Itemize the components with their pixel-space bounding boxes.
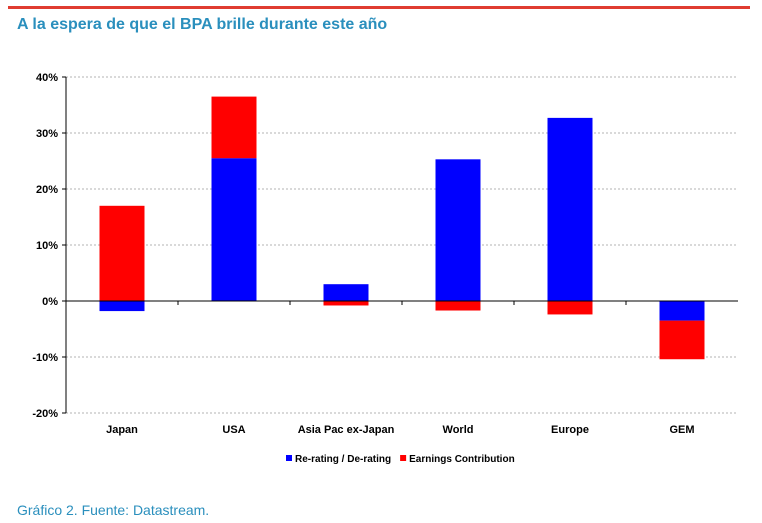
gridlines — [66, 76, 738, 414]
bar-earnings-contribution-3 — [435, 301, 481, 311]
x-tick-label: Japan — [106, 424, 138, 436]
bar-re-rating-de-rating-0 — [99, 301, 145, 312]
bar-earnings-contribution-1 — [211, 96, 257, 159]
bar-re-rating-de-rating-1 — [211, 158, 257, 301]
y-tick-label: 0% — [42, 296, 58, 308]
y-tick-label: 30% — [36, 128, 58, 140]
page-title: A la espera de que el BPA brille durante… — [17, 16, 388, 33]
x-tick-label: Asia Pac ex-Japan — [298, 424, 395, 436]
axes: -20% -10% 0% 10% 20% 30% 40% Japan USA Asia Pac e… — [32, 72, 738, 436]
x-tick-label: Europe — [551, 424, 589, 436]
y-tick-label: -10% — [32, 352, 58, 364]
bar-earnings-contribution-2 — [323, 301, 369, 306]
legend: Re-rating / De-rating Earnings Contributi… — [286, 454, 515, 465]
top-accent-rule — [8, 6, 750, 9]
y-tick-label: 40% — [36, 72, 58, 84]
y-tick-label: 10% — [36, 240, 58, 252]
legend-label: Earnings Contribution — [409, 454, 515, 465]
legend-swatch — [286, 455, 292, 461]
bar-re-rating-de-rating-4 — [547, 117, 593, 301]
bar-earnings-contribution-0 — [99, 205, 145, 301]
legend-swatch — [400, 455, 407, 461]
bars — [99, 96, 705, 360]
bar-re-rating-de-rating-5 — [659, 301, 705, 321]
y-tick-label: -20% — [32, 408, 58, 420]
legend-label: Re-rating / De-rating — [295, 454, 391, 465]
x-tick-label: GEM — [669, 424, 694, 436]
bar-earnings-contribution-4 — [547, 301, 593, 315]
x-tick-label: USA — [222, 424, 245, 436]
y-tick-label: 20% — [36, 184, 58, 196]
bar-re-rating-de-rating-3 — [435, 159, 481, 301]
x-tick-label: World — [443, 424, 474, 436]
bar-earnings-contribution-5 — [659, 320, 705, 360]
bar-re-rating-de-rating-2 — [323, 284, 369, 301]
figure-caption: Gráfico 2. Fuente: Datastream. — [17, 502, 210, 518]
